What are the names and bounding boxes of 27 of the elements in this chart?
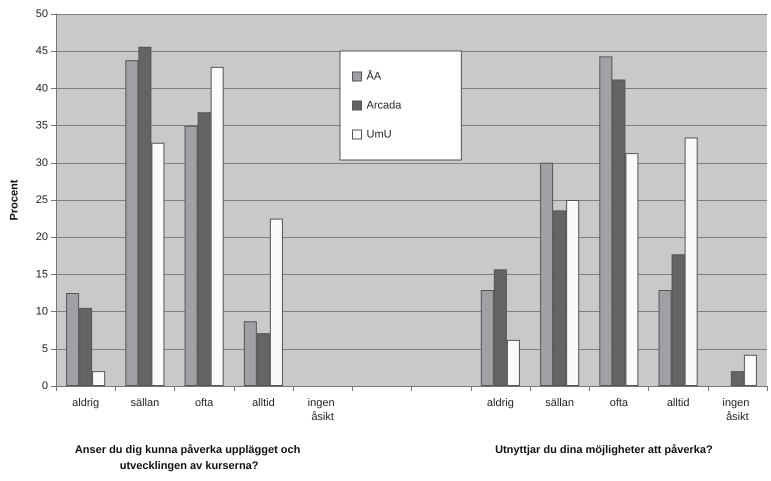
x-tick-label: ofta: [610, 397, 629, 409]
x-tick-label: alltid: [666, 397, 690, 409]
text: Utnyttjar du dina möjligheter att påverka?: [495, 443, 713, 456]
y-tick-label: 45: [36, 45, 48, 58]
y-tick-label: 20: [36, 231, 48, 244]
x-tick-label: ofta: [194, 397, 214, 409]
x-tick-label: alltid: [252, 397, 275, 409]
y-tick-label: 25: [36, 194, 48, 206]
text: Anser du dig kunna påverka upplägget och utvecklingen av kurserna?: [74, 443, 304, 472]
y-tick-label: 5: [42, 342, 48, 355]
x-tick-label: aldrig: [72, 397, 100, 409]
x-tick-label: aldrig: [486, 397, 514, 409]
y-tick-label: 35: [36, 120, 48, 132]
x-tick-label: ingen åsikt: [308, 397, 338, 423]
legend-label: Arcada: [366, 100, 402, 112]
x-tick-label: ingen åsikt: [722, 397, 752, 423]
y-tick-label: 0: [42, 380, 48, 392]
legend-label: ÅA: [366, 70, 382, 82]
y-tick-label: 50: [36, 8, 48, 20]
x-tick-label: sällan: [545, 397, 574, 409]
y-tick-label: 15: [36, 268, 48, 280]
y-axis-title: Procent: [8, 179, 20, 220]
y-tick-label: 10: [36, 306, 48, 318]
x-tick-label: sällan: [130, 397, 160, 409]
legend-label: UmU: [366, 128, 392, 140]
y-tick-label: 30: [36, 156, 48, 169]
y-tick-label: 40: [36, 82, 48, 94]
